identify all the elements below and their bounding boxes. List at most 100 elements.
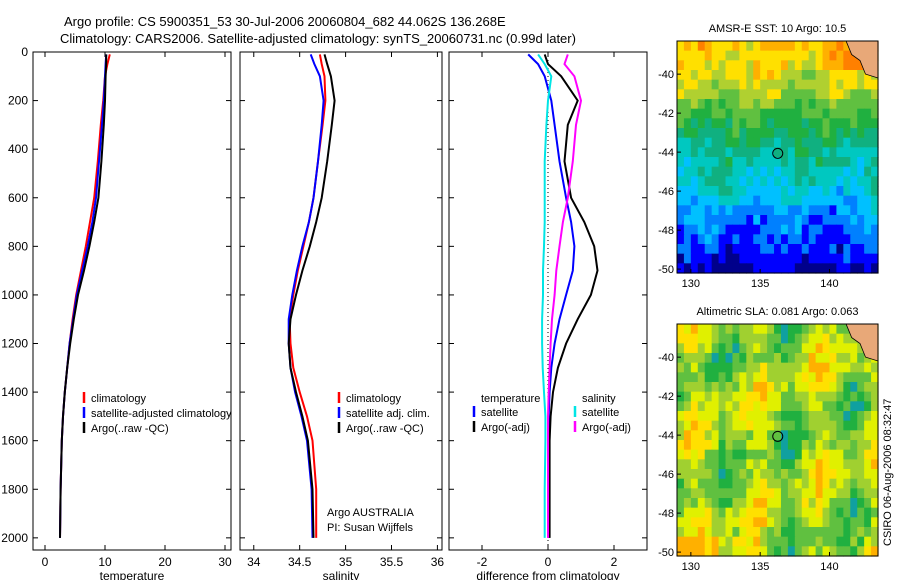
map-cell [808,244,817,255]
map-cell [836,224,844,235]
figure-title-line1: Argo profile: CS 5900351_53 30-Jul-2006 … [64,14,506,29]
map-cell [808,498,817,509]
map-cell [787,89,796,100]
map-cell [760,41,768,52]
map-cell [697,253,706,264]
map-title: AMSR-E SST: 10 Argo: 10.5 [709,23,847,35]
map-cell [787,176,796,187]
map-cell [683,195,692,206]
map-cell [683,234,692,245]
map-cell [767,108,775,119]
map-cell [697,372,706,383]
map-cell [829,137,838,148]
map-cell [753,60,761,71]
map-cell [843,411,851,422]
map-cell [871,488,879,499]
map-cell [746,205,754,216]
map-cell [683,546,692,557]
map-cell [739,517,747,528]
map-cell [836,353,844,364]
map-cell [801,128,810,139]
map-cell [753,324,761,335]
map-cell [864,263,872,274]
map-cell [822,527,831,538]
map-cell [857,527,865,538]
map-cell [843,60,851,71]
map-cell [746,41,754,52]
map-cell [801,517,810,528]
map-cell [850,488,858,499]
map-cell [760,157,768,168]
map-cell [836,176,844,187]
map-cell [683,215,692,226]
map-y-tick-label: -40 [658,69,674,81]
map-cell [864,224,872,235]
map-cell [739,224,747,235]
map-cell [690,459,699,470]
map-cell [843,244,851,255]
map-cell [843,420,851,431]
map-cell [808,507,817,518]
map-cell [829,449,838,460]
map-cell [690,362,699,373]
map-cell [753,195,761,206]
map-cell [857,176,865,187]
map-cell [774,449,782,460]
map-cell [801,99,810,110]
map-cell [753,459,761,470]
map-cell [843,362,851,373]
map-cell [801,420,810,431]
map-cell [704,70,713,81]
map-cell [801,430,810,441]
map-cell [836,507,844,518]
map-cell [836,253,844,264]
map-cell [718,411,727,422]
map-cell [801,50,810,61]
map-cell [725,224,734,235]
map-cell [732,372,740,383]
map-cell [677,343,685,354]
map-cell [843,343,851,354]
map-cell [801,459,810,470]
map-cell [794,401,803,412]
map-cell [780,195,789,206]
map-cell [836,333,844,344]
map-cell [801,195,810,206]
map-cell [753,186,761,197]
map-cell [808,391,817,402]
map-cell [767,147,775,158]
map-cell [850,195,858,206]
map-cell [822,324,831,335]
map-cell [850,478,858,489]
map-cell [864,469,872,480]
map-cell [857,157,865,168]
map-cell [780,353,789,364]
map-y-tick-label: -46 [658,469,674,481]
map-cell [767,99,775,110]
map-cell [871,478,879,489]
map-cell [739,324,747,335]
map-cell [843,157,851,168]
map-cell [690,440,699,451]
map-cell [815,527,824,538]
map-cell [836,459,844,470]
map-cell [753,176,761,187]
map-cell [718,137,727,148]
map-cell [739,166,747,177]
map-cell [857,234,865,245]
map-cell [767,517,775,528]
map-cell [732,215,740,226]
map-cell [787,41,796,52]
y-tick-label: 600 [8,191,28,205]
map-cell [794,527,803,538]
map-cell [711,234,720,245]
map-cell [857,498,865,509]
map-cell [677,478,685,489]
map-cell [871,430,879,441]
map-cell [822,459,831,470]
map-cell [864,186,872,197]
map-cell [864,137,872,148]
map-cell [746,391,754,402]
map-cell [843,176,851,187]
map-cell [836,128,844,139]
